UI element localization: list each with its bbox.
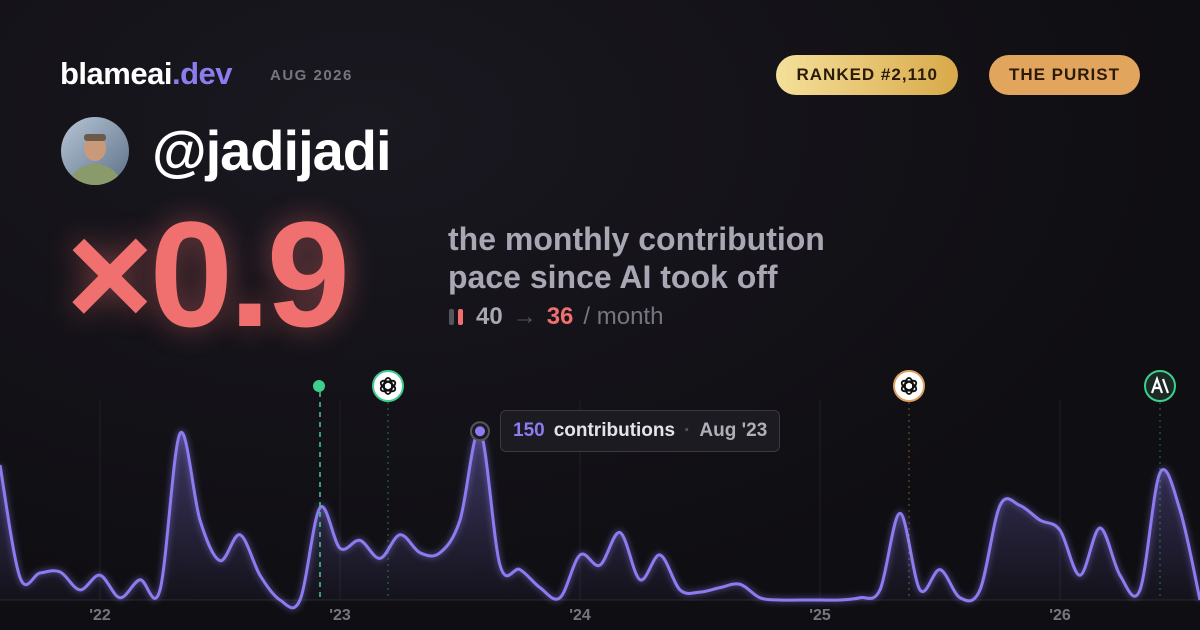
event-dot [313, 380, 325, 392]
pace-after: 36 [546, 303, 574, 330]
brand-suffix: .dev [171, 56, 233, 91]
x-tick-label: '22 [89, 607, 111, 624]
multiplier: ×0.9 [66, 190, 350, 358]
date: AUG 2026 [270, 67, 353, 84]
avatar [61, 117, 129, 185]
description-line: the monthly contribution [448, 221, 825, 257]
openai-logo [379, 377, 397, 395]
tooltip-label: contributions [553, 420, 676, 441]
description-line: pace since AI took off [448, 259, 778, 295]
x-tick-label: '23 [329, 607, 351, 624]
openai-logo [900, 377, 918, 395]
persona-badge: THE PURIST [988, 55, 1140, 95]
rank-badge: RANKED #2,110 [776, 55, 958, 95]
pace-unit: / month [583, 303, 664, 330]
pace-before: 40 [476, 303, 503, 330]
tooltip-date: Aug '23 [699, 420, 768, 441]
line [0, 429, 1200, 610]
anthropic-logo [1150, 375, 1170, 394]
area-fill [0, 430, 1200, 608]
pace-icon [449, 309, 463, 325]
event-markers [313, 370, 1176, 600]
description: the monthly contribution pace since AI t… [448, 220, 825, 296]
pace: 40 → 36 / month [448, 303, 663, 331]
openai-icon [893, 370, 925, 402]
pace-arrow: → [512, 303, 537, 330]
brand: blameai.dev [60, 56, 232, 92]
tooltip: 150 contributions · Aug '23 [500, 410, 781, 452]
x-tick-label: '24 [569, 607, 591, 624]
openai-icon [372, 370, 404, 402]
x-tick-label: '25 [809, 607, 831, 624]
x-tick-label: '26 [1049, 607, 1071, 624]
handle: @jadijadi [152, 119, 392, 182]
highlight-point [475, 426, 485, 437]
brand-name: blameai [60, 56, 172, 91]
tooltip-value: 150 [513, 420, 545, 441]
